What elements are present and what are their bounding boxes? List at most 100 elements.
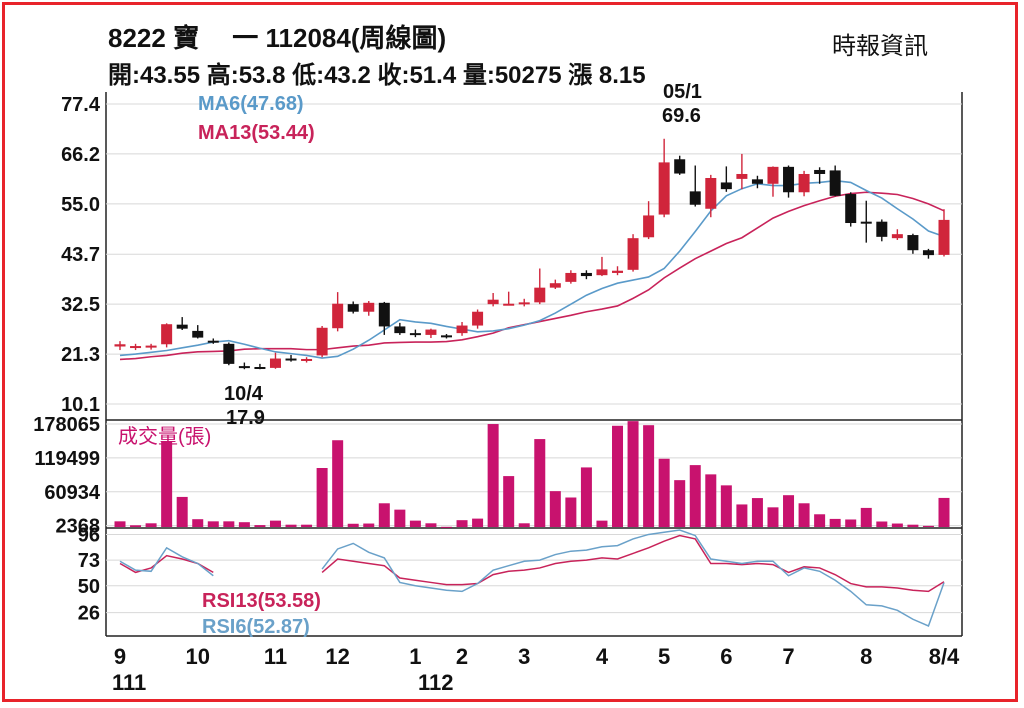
- candle-body: [176, 324, 188, 329]
- volume-bar: [207, 521, 219, 527]
- candle-body: [565, 272, 577, 282]
- candle-body: [254, 367, 266, 370]
- candle: [798, 170, 810, 197]
- candle: [503, 291, 515, 306]
- candle-body: [114, 344, 126, 347]
- candle: [518, 298, 530, 307]
- volume-bar: [534, 439, 546, 527]
- candle-body: [145, 345, 157, 348]
- price-tick-label: 77.4: [61, 94, 101, 116]
- candle-body: [627, 238, 639, 270]
- volume-bar: [736, 504, 748, 527]
- volume-bar: [860, 507, 872, 527]
- source-label: 時報資訊: [832, 33, 928, 60]
- volume-tick-label: 178065: [33, 414, 100, 436]
- candle-body: [767, 166, 779, 184]
- volume-bar: [456, 520, 468, 527]
- volume-bar: [394, 509, 406, 527]
- volume-bar: [845, 519, 857, 527]
- volume-bar: [223, 521, 235, 527]
- volume-bar: [254, 525, 266, 527]
- candle: [938, 209, 950, 257]
- volume-bar: [549, 491, 561, 527]
- x-tick-label: 7: [782, 644, 794, 669]
- volume-bar: [938, 497, 950, 527]
- x-tick-label: 4: [596, 644, 609, 669]
- candle: [425, 328, 437, 339]
- candle-body: [378, 302, 390, 327]
- x-tick-label: 9: [114, 644, 126, 669]
- price-tick-label: 55.0: [61, 194, 100, 216]
- candle: [394, 322, 406, 335]
- high-date-label: 05/1: [663, 81, 702, 103]
- candle-body: [705, 177, 717, 209]
- candle-body: [487, 299, 499, 305]
- candle-body: [238, 366, 250, 369]
- year-label-111: 111: [112, 670, 146, 695]
- volume-bar: [580, 467, 592, 527]
- candle-body: [876, 221, 888, 237]
- x-tick-label: 2: [456, 644, 468, 669]
- volume-tick-label: 119499: [34, 448, 100, 470]
- candle-body: [798, 173, 810, 193]
- volume-bar: [176, 496, 188, 527]
- legend-ma13: MA13(53.44): [198, 122, 315, 144]
- candle-body: [907, 235, 919, 251]
- candle: [145, 343, 157, 350]
- candle-body: [689, 191, 701, 205]
- candle: [736, 153, 748, 190]
- high-value-label: 69.6: [662, 105, 701, 127]
- rsi-tick-label: 96: [78, 524, 100, 546]
- legend-rsi13: RSI13(53.58): [202, 590, 321, 612]
- candle: [161, 323, 173, 348]
- candle: [316, 325, 328, 358]
- candle: [689, 165, 701, 207]
- candle-body: [440, 335, 452, 338]
- volume-bar: [440, 526, 452, 528]
- candle: [130, 343, 142, 351]
- volume-bar: [907, 524, 919, 527]
- rsi13-line: [321, 534, 945, 593]
- volume-bar: [378, 503, 390, 527]
- volume-bar: [689, 465, 701, 527]
- volume-bar: [658, 458, 670, 527]
- candle: [922, 248, 934, 259]
- candle: [814, 167, 826, 184]
- candle: [674, 155, 686, 175]
- volume-bar: [192, 519, 204, 527]
- volume-bar: [876, 521, 888, 527]
- volume-bar: [161, 441, 173, 527]
- price-tick-label: 43.7: [61, 244, 100, 266]
- candle-body: [301, 358, 313, 361]
- candle: [876, 219, 888, 242]
- candle-body: [472, 311, 484, 326]
- candle: [332, 292, 344, 332]
- candle: [643, 201, 655, 240]
- volume-bar: [285, 524, 297, 527]
- candle-body: [534, 287, 546, 303]
- rsi-tick-label: 26: [78, 603, 100, 625]
- candle-body: [612, 270, 624, 273]
- volume-bar: [674, 480, 686, 527]
- volume-bar: [472, 518, 484, 527]
- candle-body: [549, 283, 561, 288]
- candle: [627, 234, 639, 272]
- candle-body: [161, 324, 173, 345]
- candle: [534, 268, 546, 305]
- candle-body: [751, 179, 763, 184]
- candle: [409, 329, 421, 338]
- candle-body: [332, 303, 344, 329]
- candle-body: [394, 326, 406, 334]
- volume-tick-label: 2368: [56, 516, 101, 538]
- volume-bar: [767, 507, 779, 527]
- candle-body: [938, 219, 950, 255]
- candle-body: [518, 302, 530, 305]
- candle-body: [409, 333, 421, 336]
- volume-bar: [301, 524, 313, 527]
- candle: [192, 325, 204, 339]
- price-tick-label: 21.3: [61, 344, 100, 366]
- volume-bar: [332, 440, 344, 527]
- volume-bar: [783, 495, 795, 527]
